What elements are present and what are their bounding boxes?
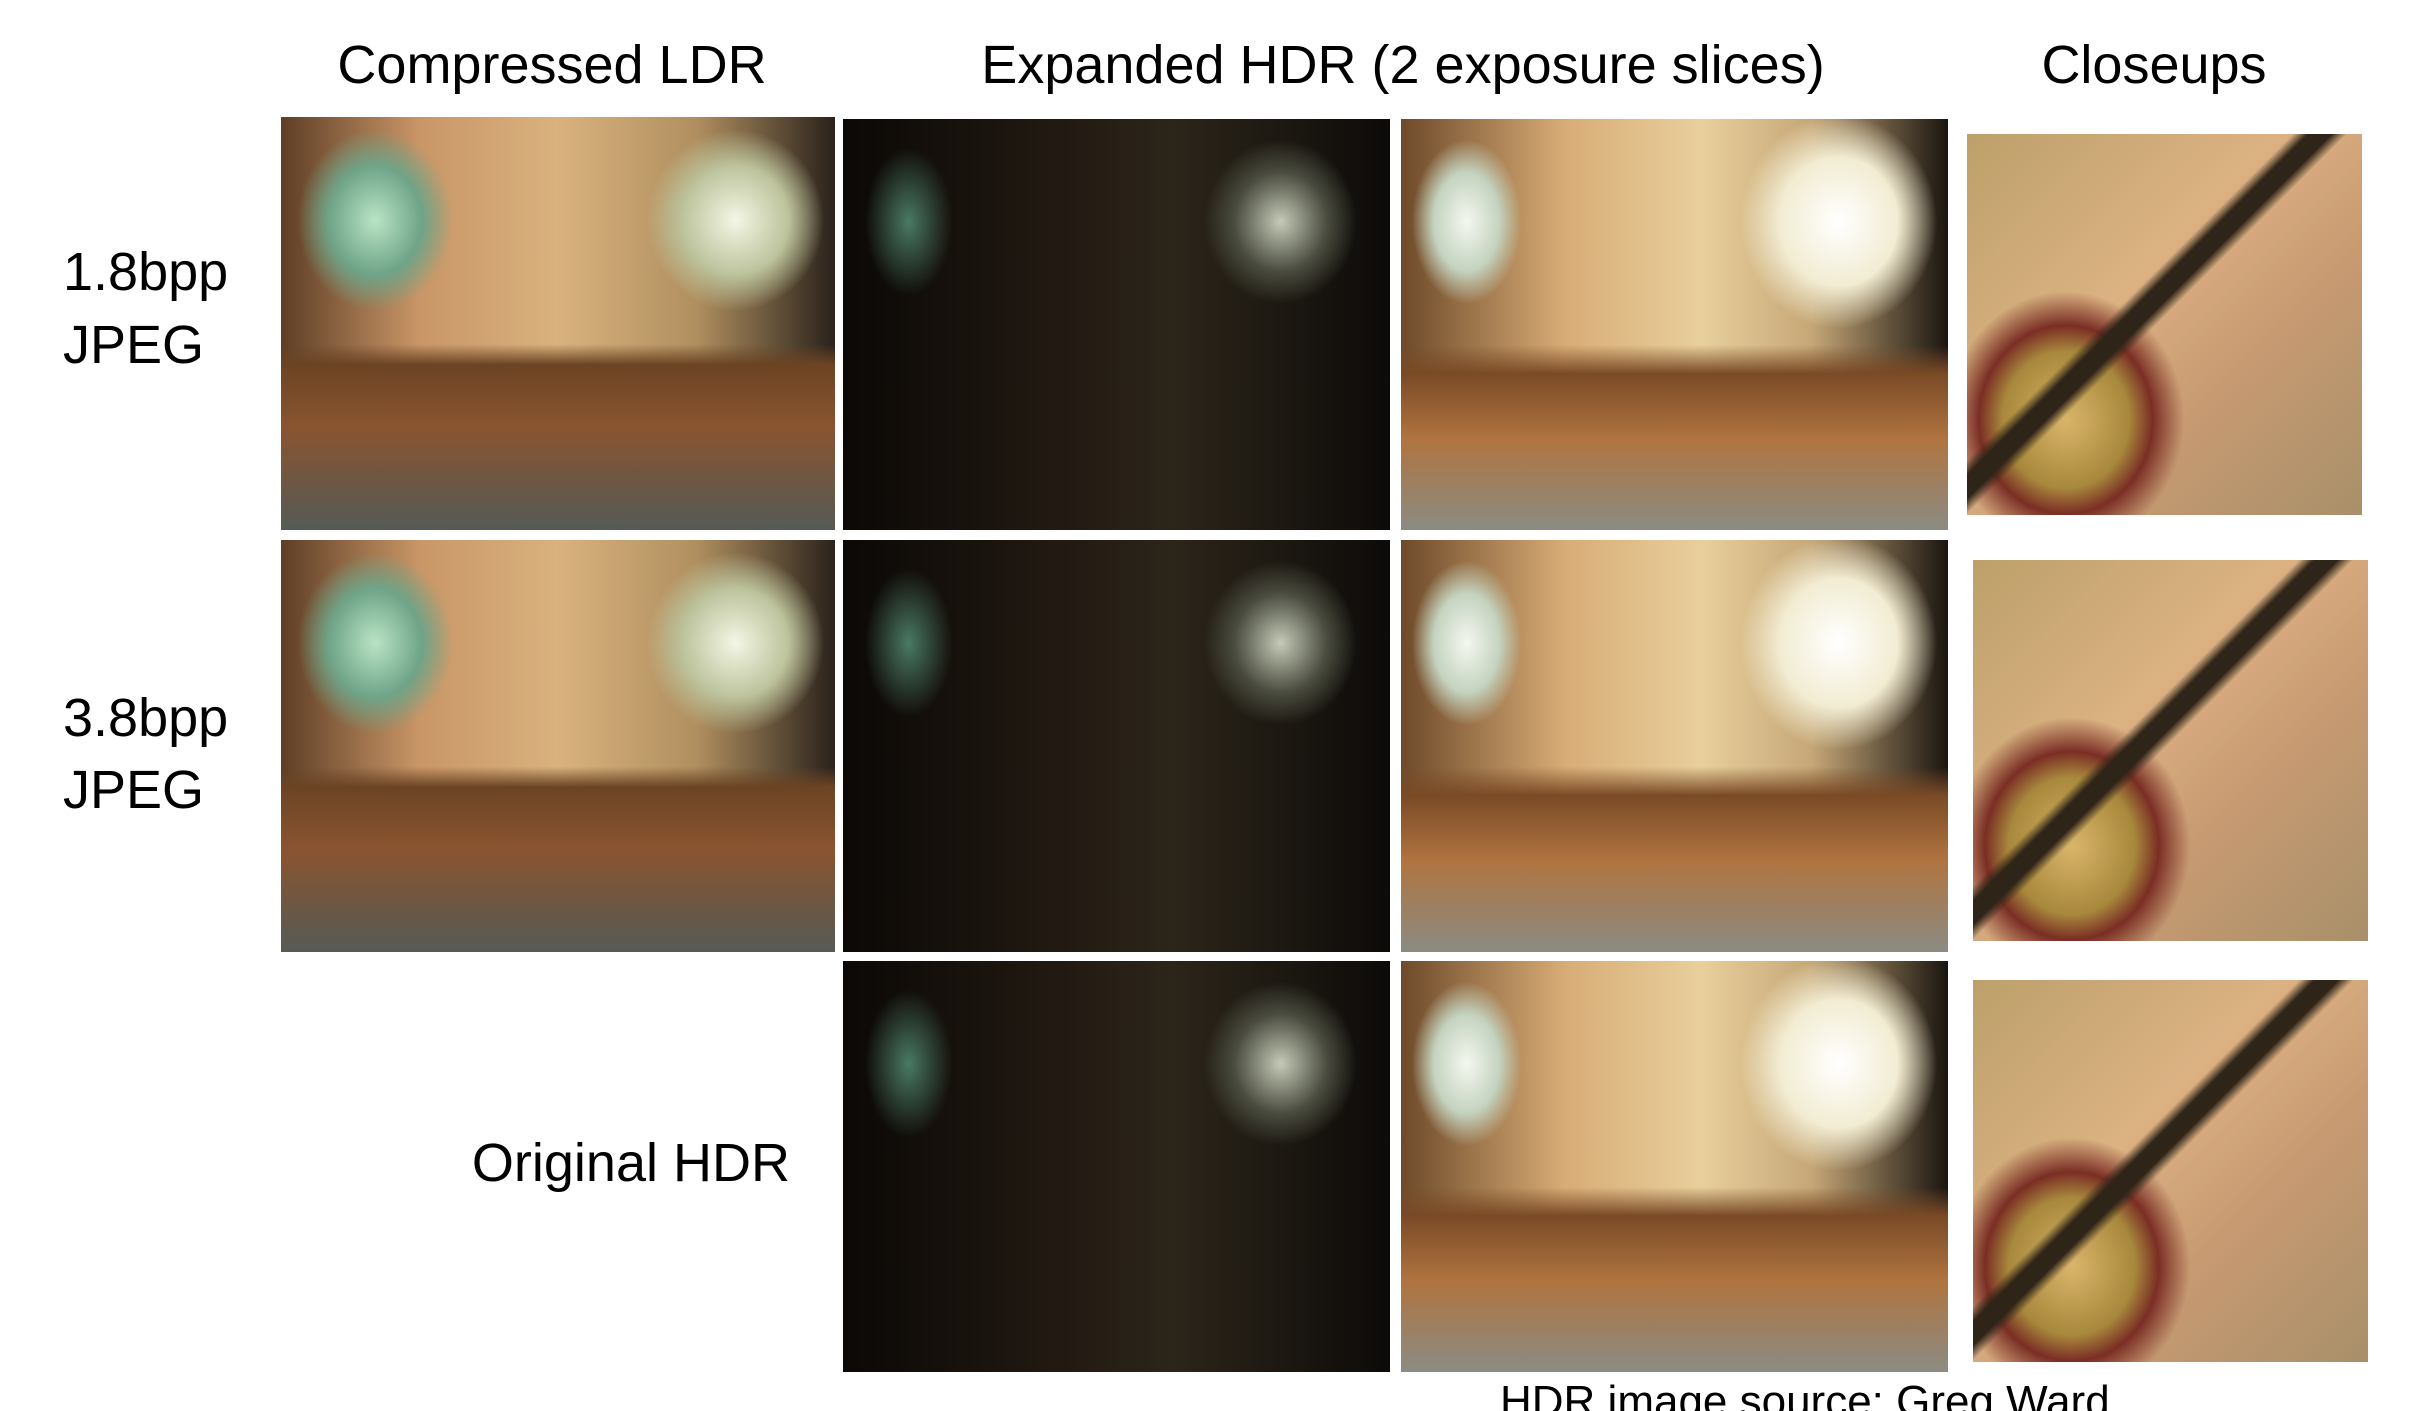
closeup xyxy=(1967,134,2362,515)
caption: HDR image source: Greg Ward xyxy=(1500,1380,2110,1411)
row-label: 3.8bpp xyxy=(63,691,228,745)
row-label: 1.8bpp xyxy=(63,245,228,299)
photo xyxy=(843,540,1390,952)
photo xyxy=(1401,961,1948,1372)
photo xyxy=(843,961,1390,1372)
column-header: Expanded HDR (2 exposure slices) xyxy=(981,38,1824,92)
row-label: JPEG xyxy=(63,763,204,817)
photo xyxy=(281,540,835,952)
photo xyxy=(843,119,1390,530)
photo xyxy=(1401,540,1948,952)
closeup xyxy=(1973,560,2368,941)
closeup xyxy=(1973,980,2368,1362)
photo xyxy=(281,117,835,530)
column-header: Compressed LDR xyxy=(337,38,766,92)
row-label: Original HDR xyxy=(472,1136,790,1190)
photo xyxy=(1401,119,1948,530)
figure: Compressed LDR Expanded HDR (2 exposure … xyxy=(0,0,2411,1411)
column-header: Closeups xyxy=(2041,38,2266,92)
row-label: JPEG xyxy=(63,318,204,372)
